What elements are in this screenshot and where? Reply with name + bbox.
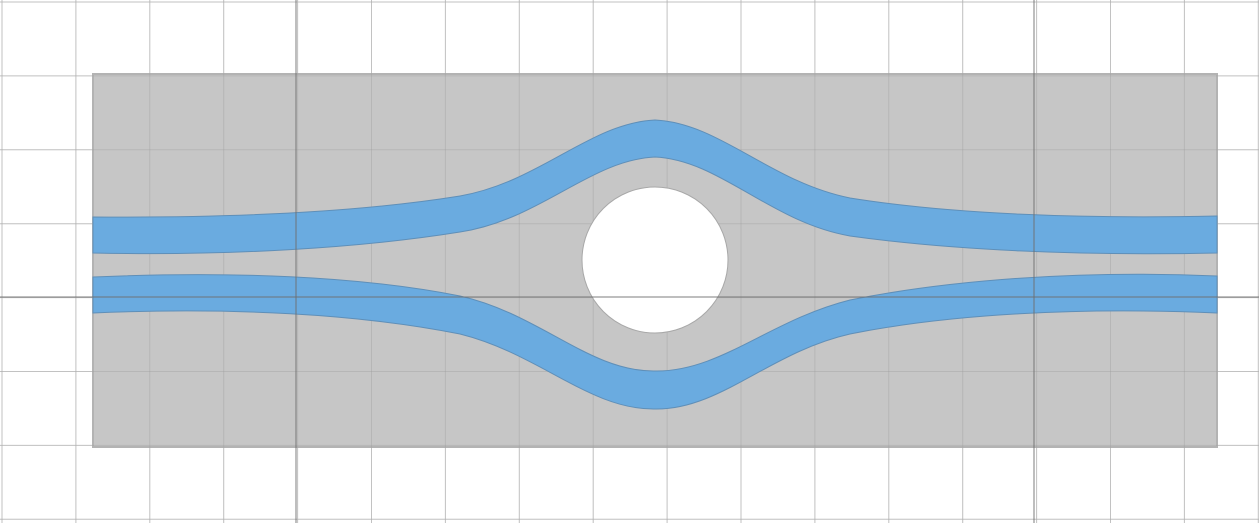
upper-channel-band bbox=[92, 119, 1218, 255]
circular-hole bbox=[581, 186, 729, 334]
lower-channel-band bbox=[92, 273, 1218, 410]
